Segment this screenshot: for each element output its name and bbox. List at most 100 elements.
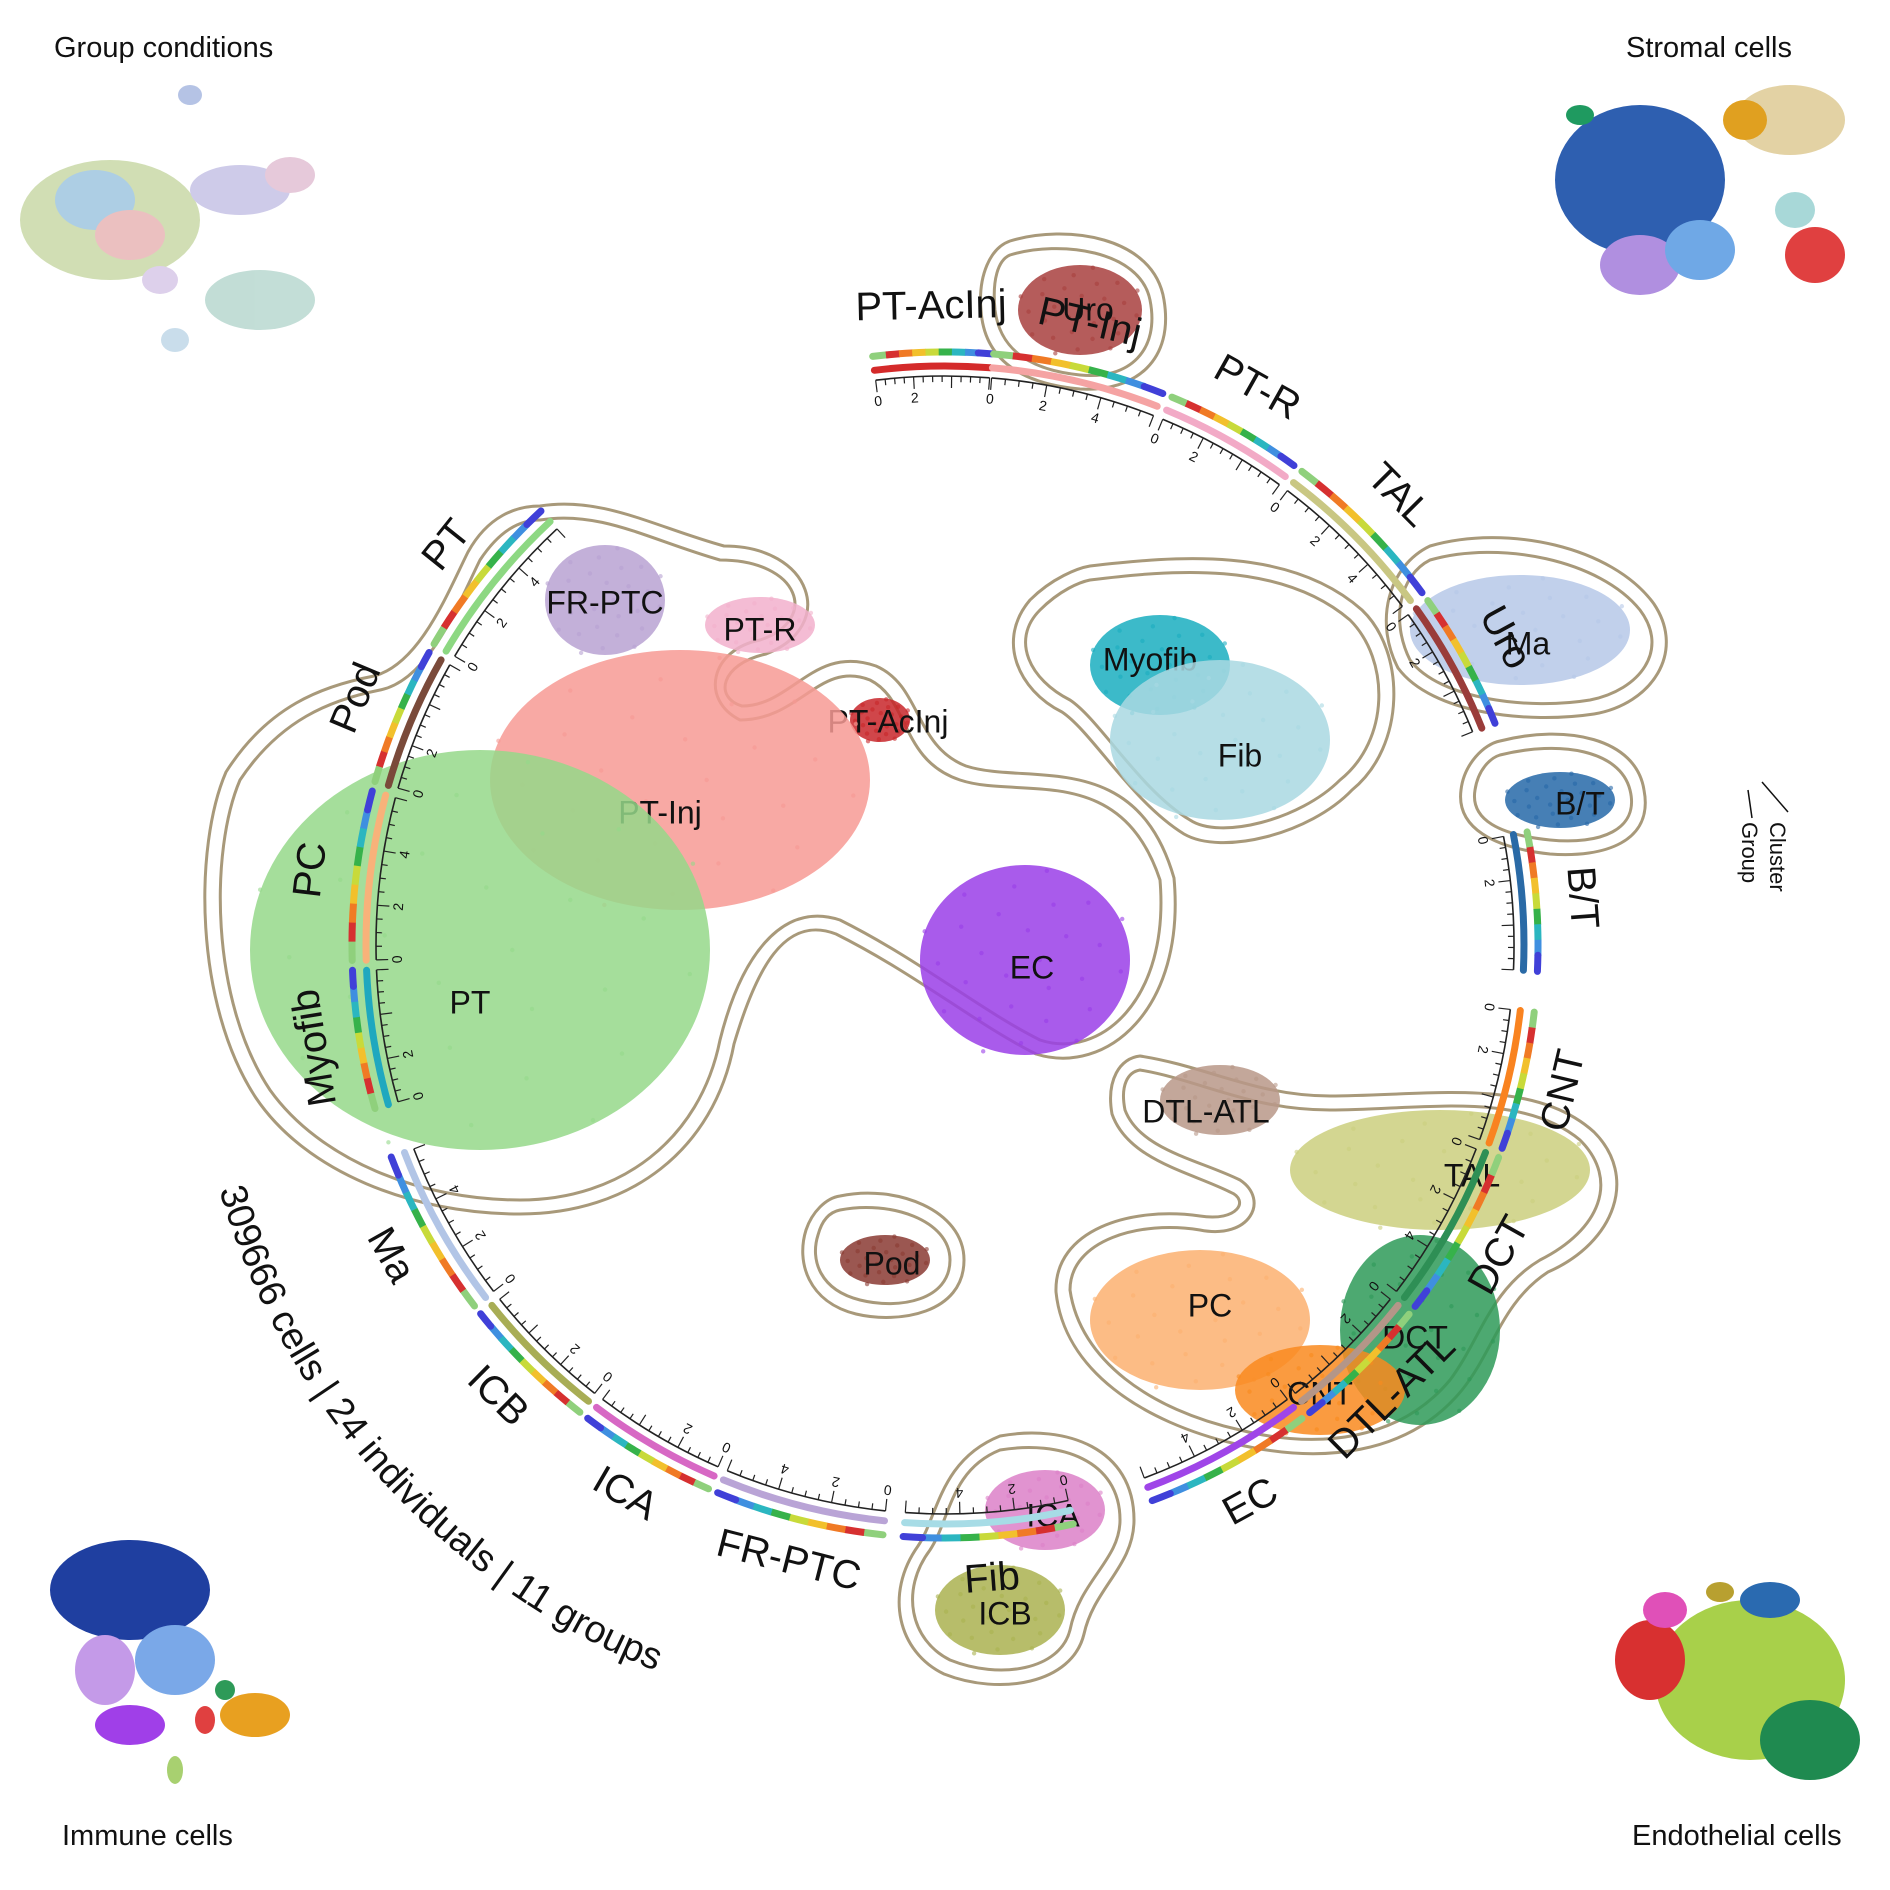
cluster-point xyxy=(1145,671,1150,676)
cluster-point xyxy=(1044,868,1050,873)
cluster-point xyxy=(895,704,901,709)
segment-tick xyxy=(397,1097,410,1103)
segment-tick xyxy=(1272,1402,1277,1408)
group-track-piece xyxy=(978,1532,999,1541)
cluster-point xyxy=(1370,1411,1375,1416)
segment-tick xyxy=(752,1474,756,1481)
cluster-point xyxy=(1215,1128,1220,1133)
group-track-piece xyxy=(356,827,368,848)
cluster-point xyxy=(1346,1146,1352,1152)
segment-tick xyxy=(1044,385,1048,398)
cluster-point xyxy=(1207,654,1213,660)
cluster-point xyxy=(876,737,882,742)
cluster-point xyxy=(1160,1087,1165,1092)
segment-tick xyxy=(611,1400,616,1407)
cluster-point xyxy=(1407,1374,1412,1379)
cluster-point xyxy=(454,792,459,798)
segment-tick xyxy=(381,1023,388,1027)
cluster-point xyxy=(894,722,899,727)
segment-tick xyxy=(1271,484,1280,495)
cluster-point xyxy=(889,1257,894,1263)
cluster-point xyxy=(795,845,800,850)
segment-tick xyxy=(1139,1466,1145,1479)
cluster-point xyxy=(960,1576,965,1582)
group-track-piece xyxy=(1050,1520,1077,1532)
cluster-point xyxy=(1115,645,1120,650)
group-track-piece xyxy=(371,762,384,785)
segment-tick xyxy=(1363,1320,1370,1326)
cluster-point xyxy=(712,623,717,629)
cluster-point xyxy=(1296,725,1301,730)
segment-label: PT xyxy=(413,511,479,578)
cluster-point xyxy=(1193,1131,1199,1136)
segment-tick xyxy=(394,1088,402,1092)
cluster-point xyxy=(1533,627,1538,633)
segment-tick xyxy=(1334,534,1340,540)
cluster-point xyxy=(935,1594,941,1599)
cluster-point xyxy=(1066,315,1072,320)
segment-tick xyxy=(1465,1158,1472,1163)
segment-label: PC xyxy=(285,840,335,900)
cluster-point xyxy=(1469,1111,1474,1116)
segment-tick-label: 2 xyxy=(1038,397,1049,414)
cluster-pt: PT xyxy=(250,750,710,1150)
cluster-point xyxy=(1121,300,1127,306)
cluster-point xyxy=(755,647,761,652)
segment-tick xyxy=(438,683,445,688)
segment-tick xyxy=(884,1498,888,1511)
cluster-point xyxy=(1320,1373,1325,1379)
cluster-point xyxy=(1079,293,1084,299)
segment-tick-label: 0 xyxy=(1058,1472,1069,1489)
cluster-point xyxy=(752,745,757,750)
cluster-point xyxy=(1069,329,1075,335)
group-track-piece xyxy=(1252,436,1271,451)
cluster-point xyxy=(1008,1480,1013,1485)
group-track-piece xyxy=(885,350,900,359)
cluster-point xyxy=(1150,1361,1155,1366)
cluster-point xyxy=(1087,1007,1093,1012)
cluster-point xyxy=(1015,1581,1020,1586)
group-track-piece xyxy=(770,1508,791,1521)
segment-tick xyxy=(1415,632,1422,637)
segment-tick xyxy=(383,1034,390,1038)
segment-tick xyxy=(1490,1084,1497,1087)
cluster-point xyxy=(1369,1294,1374,1299)
cluster-point xyxy=(1074,1038,1079,1044)
segment-tick xyxy=(1197,437,1204,449)
segment-tick xyxy=(1332,1352,1339,1358)
cluster-point xyxy=(1033,1616,1038,1622)
group-track-piece xyxy=(1106,371,1128,384)
segment-tick-label: 2 xyxy=(399,1049,416,1060)
segment-tick-label: 0 xyxy=(1267,498,1283,516)
cluster-blob xyxy=(1018,265,1142,355)
cluster-point xyxy=(882,717,887,723)
cluster-point xyxy=(1064,934,1069,939)
group-track-piece xyxy=(1277,452,1298,470)
cluster-point xyxy=(839,1250,845,1255)
cluster-track xyxy=(1509,831,1528,974)
segment-tick xyxy=(388,823,395,827)
cluster-point xyxy=(1044,1018,1049,1024)
segment-tick xyxy=(1389,595,1395,600)
cluster-label: FR-PTC xyxy=(546,584,663,620)
segment-tick xyxy=(844,1499,847,1506)
group-track-piece xyxy=(387,1153,402,1179)
cluster-point xyxy=(980,1049,986,1054)
segment-tick xyxy=(415,734,422,739)
cluster-point xyxy=(851,793,856,798)
cluster-label: PT-R xyxy=(724,611,797,647)
cluster-point xyxy=(1341,1299,1346,1304)
cluster-point xyxy=(892,1265,898,1270)
cluster-point xyxy=(1097,942,1102,948)
cluster-track xyxy=(1290,479,1414,605)
cluster-point xyxy=(1220,712,1226,718)
segment-tick xyxy=(871,1503,874,1510)
segment-tick xyxy=(527,557,533,563)
segment-tick xyxy=(1505,891,1512,893)
segment-tick xyxy=(1004,379,1007,386)
cluster-ec: EC xyxy=(920,865,1130,1055)
segment-tick xyxy=(1443,680,1450,685)
cluster-point xyxy=(469,1122,474,1128)
cluster-point xyxy=(1568,815,1574,821)
segment-tick xyxy=(381,863,388,867)
